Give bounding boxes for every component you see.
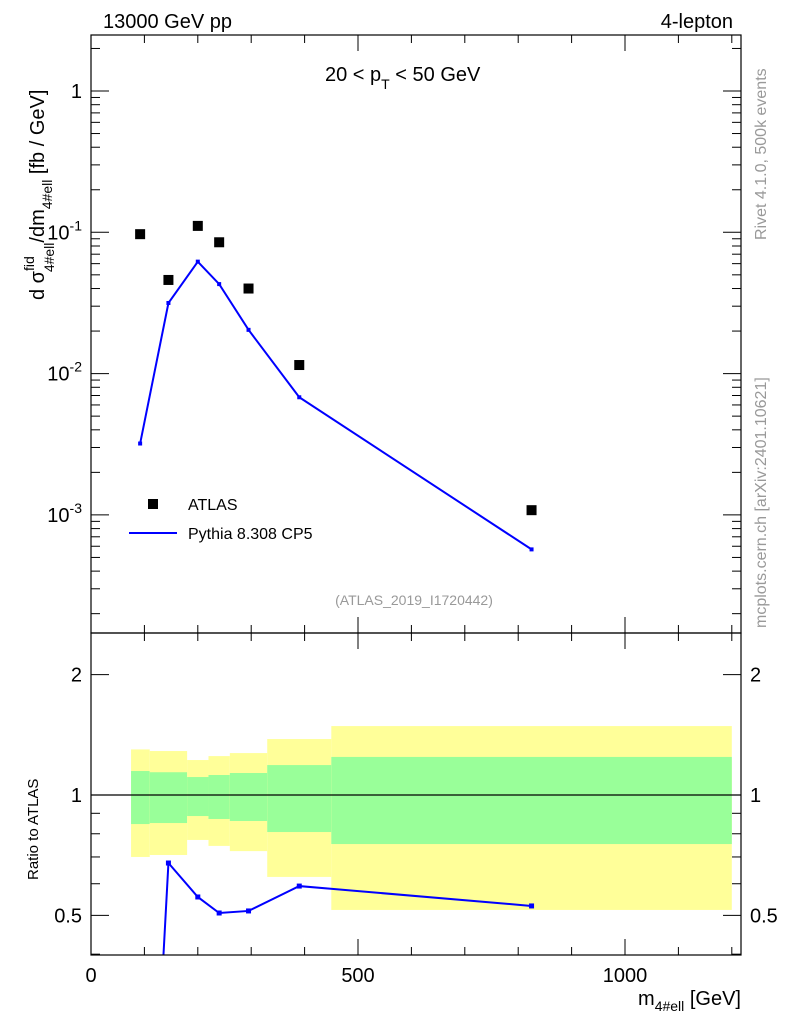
ratio-pythia-point (246, 908, 252, 914)
x-tick-label: 0 (85, 965, 96, 987)
atlas-point (294, 360, 305, 371)
chart-marks (135, 220, 537, 956)
atlas-point (135, 229, 146, 240)
pythia-point (246, 327, 251, 332)
x-axis-label: m4#ell [GeV] (638, 988, 741, 1014)
legend-label-pythia: Pythia 8.308 CP5 (188, 526, 313, 543)
title-left: 13000 GeV pp (103, 11, 232, 33)
y-tick-label: 10-1 (47, 217, 82, 244)
atlas-point (526, 505, 537, 516)
y-tick-label: 1 (71, 81, 82, 103)
ratio-band-inner (208, 775, 230, 819)
legend-label-atlas: ATLAS (188, 497, 238, 514)
axes: 0 500 1000 1 10-1 10-2 10-3 2 2 1 1 0.5 0.5 (47, 34, 778, 987)
ratio-tick-label: 0.5 (750, 905, 778, 927)
kinematic-annotation: 20 < pT < 50 GeV (325, 64, 481, 92)
analysis-id: (ATLAS_2019_I1720442) (335, 592, 493, 608)
legend: ATLAS Pythia 8.308 CP5 (129, 497, 313, 543)
ratio-tick-label: 1 (750, 785, 761, 807)
top-frame (90, 34, 742, 634)
ratio-band-inner (149, 772, 188, 824)
rivet-info: Rivet 4.1.0, 500k events (753, 68, 770, 240)
x-tick-label: 1000 (603, 965, 648, 987)
ratio-tick-label: 0.5 (54, 905, 82, 927)
atlas-point (192, 220, 203, 231)
pythia-point (297, 395, 302, 400)
mcplots-info: mcplots.cern.ch [arXiv:2401.10621] (753, 377, 770, 628)
legend-marker-atlas (148, 499, 158, 509)
ratio-pythia-point (296, 883, 302, 889)
ratio-bands (91, 726, 741, 910)
ratio-band-inner (229, 773, 268, 821)
ratio-pythia-point (195, 894, 201, 900)
pythia-point (217, 282, 222, 287)
ratio-tick-label: 2 (750, 665, 761, 687)
ratio-tick-label: 1 (71, 785, 82, 807)
ratio-frame (90, 632, 742, 956)
atlas-point (243, 283, 254, 294)
ratio-band-inner (331, 756, 732, 845)
atlas-point (163, 274, 174, 285)
pythia-point (529, 547, 534, 552)
title-right: 4-lepton (661, 11, 733, 33)
y-tick-label: 10-2 (47, 359, 82, 386)
ratio-tick-label: 2 (71, 665, 82, 687)
ratio-band-inner (267, 765, 332, 833)
pythia-point (166, 300, 171, 305)
ratio-band-inner (131, 771, 150, 825)
atlas-point (214, 237, 225, 248)
ratio-pythia-point (216, 910, 222, 916)
y-axis-label: d σfid 4#ell/dm4#ell [fb / GeV] (21, 90, 57, 300)
ratio-band-inner (187, 777, 209, 817)
ratio-y-label: Ratio to ATLAS (25, 779, 42, 880)
y-tick-label: 10-3 (47, 500, 82, 527)
ratio-pythia-point (529, 903, 535, 909)
pythia-point (195, 259, 200, 264)
pythia-point (138, 441, 143, 446)
x-tick-label: 500 (341, 965, 374, 987)
ratio-pythia-point (165, 860, 171, 866)
